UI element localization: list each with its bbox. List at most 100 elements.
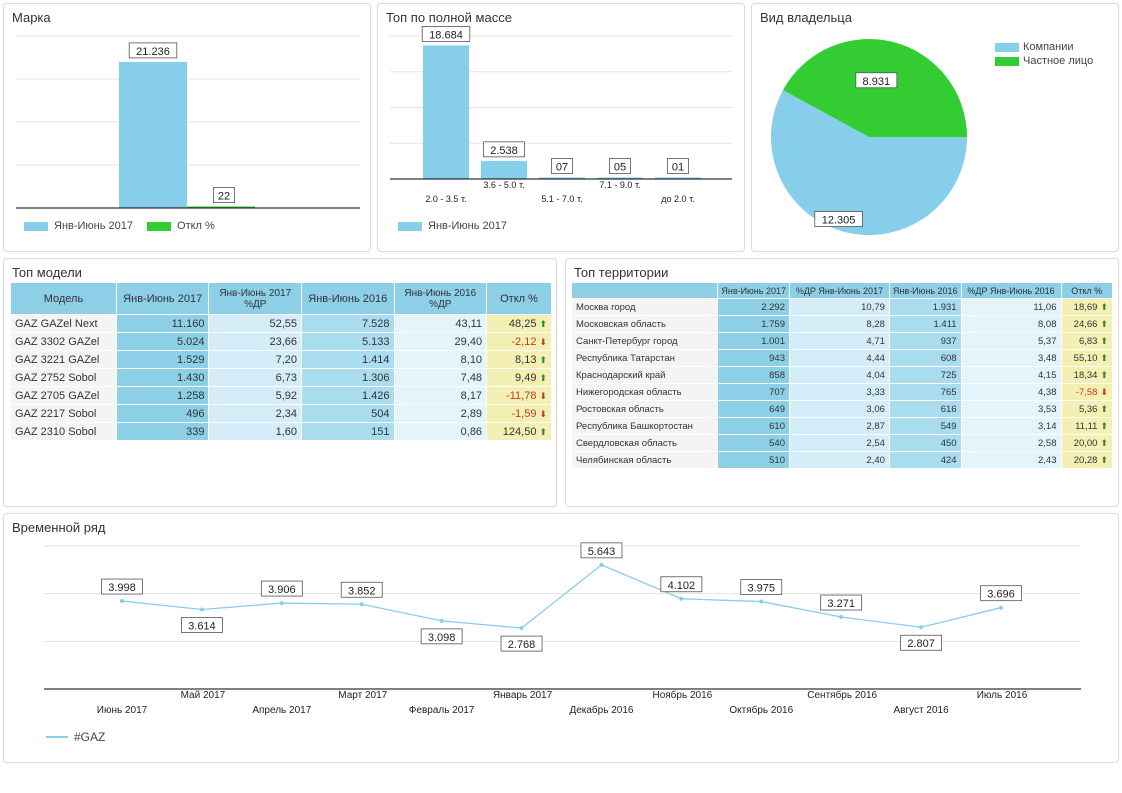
bar[interactable] bbox=[481, 160, 527, 179]
table-row[interactable]: GAZ GAZel Next 11.160 52,55 7.528 43,11 48,25… bbox=[11, 315, 551, 332]
data-label-box[interactable] bbox=[855, 72, 898, 89]
data-label-box[interactable] bbox=[814, 211, 863, 227]
data-label-box[interactable] bbox=[212, 187, 235, 203]
data-point[interactable] bbox=[839, 615, 844, 620]
col-header-2017-share[interactable]: Янв-Июнь 2017 %ДР bbox=[209, 283, 301, 314]
legend-item-deviation[interactable]: Откл % bbox=[147, 220, 215, 232]
table-row[interactable]: Санкт-Петербург город 1.001 4,71 937 5,37 6,8… bbox=[572, 333, 1112, 349]
col-header-2016-share[interactable]: %ДР Янв-Июнь 2016 bbox=[961, 283, 1061, 298]
table-row[interactable]: GAZ 2705 GAZel 1.258 5,92 1.426 8,17 -11,78 ⬇ bbox=[11, 387, 551, 404]
arrow-down-icon: ⬇ bbox=[1100, 386, 1108, 397]
bar[interactable] bbox=[539, 177, 585, 180]
data-label-box[interactable] bbox=[580, 542, 623, 559]
table-row[interactable]: Краснодарский край 858 4,04 725 4,15 18,34 ⬆ bbox=[572, 367, 1112, 383]
data-label-box[interactable] bbox=[660, 576, 703, 593]
table-row[interactable]: Свердловская область 540 2,54 450 2,58 20,00 ⬆ bbox=[572, 435, 1112, 451]
col-header-2017-share[interactable]: %ДР Янв-Июнь 2017 bbox=[790, 283, 889, 298]
col-header-2016[interactable]: Янв-Июнь 2016 bbox=[302, 283, 394, 314]
deviation-value: -7,58 bbox=[1075, 386, 1098, 398]
legend-item-companies[interactable]: Компании bbox=[995, 40, 1093, 54]
data-point[interactable] bbox=[519, 626, 524, 631]
data-point[interactable] bbox=[359, 602, 364, 607]
cell-value-2017: 649 bbox=[718, 401, 789, 417]
cell-share-2017: 52,55 bbox=[209, 315, 301, 332]
table-row[interactable]: Республика Башкортостан 610 2,87 549 3,14 11,… bbox=[572, 418, 1112, 434]
cell-share-2016: 7,48 bbox=[394, 369, 487, 386]
col-header-model[interactable]: Модель bbox=[11, 283, 116, 314]
data-label-box[interactable] bbox=[820, 594, 863, 611]
deviation-value: 24,66 bbox=[1073, 318, 1098, 330]
col-header-2016-share[interactable]: Янв-Июнь 2016 %ДР bbox=[394, 283, 487, 314]
col-header-deviation[interactable]: Откл % bbox=[1061, 283, 1112, 298]
data-label-box[interactable] bbox=[421, 26, 471, 42]
col-header-deviation[interactable]: Откл % bbox=[487, 283, 551, 314]
cell-value-2016: 450 bbox=[889, 435, 961, 451]
bar[interactable] bbox=[655, 177, 701, 180]
table-row[interactable]: Челябинская область 510 2,40 424 2,43 20,28 ⬆ bbox=[572, 452, 1112, 468]
legend-item-gaz[interactable]: #GAZ bbox=[46, 730, 105, 744]
data-point[interactable] bbox=[759, 599, 764, 604]
data-label-box[interactable] bbox=[260, 580, 303, 597]
data-label-box[interactable] bbox=[181, 617, 223, 633]
data-point[interactable] bbox=[599, 562, 604, 567]
pie-slice[interactable] bbox=[771, 90, 967, 236]
data-label-box[interactable] bbox=[666, 158, 689, 174]
data-point[interactable] bbox=[439, 618, 444, 623]
col-header-2017[interactable]: Янв-Июнь 2017 bbox=[718, 283, 789, 298]
cell-value-2016: 549 bbox=[889, 418, 961, 434]
table-row[interactable]: GAZ 3221 GAZel 1.529 7,20 1.414 8,10 8,13 ⬆ bbox=[11, 351, 551, 368]
data-label-box[interactable] bbox=[980, 585, 1022, 602]
col-header-2017[interactable]: Янв-Июнь 2017 bbox=[116, 283, 209, 314]
legend-label: #GAZ bbox=[74, 730, 106, 744]
table-row[interactable]: Ростовская область 649 3,06 616 3,53 5,36 ⬆ bbox=[572, 401, 1112, 417]
cell-share-2016: 2,43 bbox=[961, 452, 1061, 468]
data-point[interactable] bbox=[919, 625, 924, 630]
data-label: 4.102 bbox=[668, 580, 696, 592]
bar[interactable] bbox=[187, 206, 255, 209]
table-row[interactable]: Москва город 2.292 10,79 1.931 11,06 18,69 ⬆ bbox=[572, 299, 1112, 315]
data-label-box[interactable] bbox=[340, 581, 383, 598]
data-point[interactable] bbox=[199, 607, 204, 612]
data-label-box[interactable] bbox=[608, 158, 631, 174]
col-header-2016[interactable]: Янв-Июнь 2016 bbox=[889, 283, 961, 298]
row-label: Свердловская область bbox=[572, 435, 718, 451]
legend-item-private[interactable]: Частное лицо bbox=[995, 54, 1093, 68]
data-label-box[interactable] bbox=[128, 42, 178, 59]
cell-deviation: -7,58 ⬇ bbox=[1061, 384, 1112, 400]
data-label-box[interactable] bbox=[101, 578, 143, 595]
table-row[interactable]: GAZ 2310 Sobol 339 1,60 151 0,86 124,50 ⬆ bbox=[11, 423, 551, 440]
cell-share-2017: 7,20 bbox=[209, 351, 301, 368]
table-row[interactable]: GAZ 3302 GAZel 5.024 23,66 5.133 29,40 -2,12 ⬇ bbox=[11, 333, 551, 350]
data-point[interactable] bbox=[120, 599, 124, 604]
data-point[interactable] bbox=[279, 601, 284, 606]
table-row[interactable]: GAZ 2752 Sobol 1.430 6,73 1.306 7,48 9,49 ⬆ bbox=[11, 369, 551, 386]
bar[interactable] bbox=[119, 61, 187, 209]
col-header-territory[interactable] bbox=[572, 283, 718, 298]
bar[interactable] bbox=[423, 45, 469, 180]
arrow-up-icon: ⬆ bbox=[1100, 335, 1108, 346]
row-label: Республика Татарстан bbox=[572, 350, 718, 366]
cell-value-2016: 424 bbox=[889, 452, 961, 468]
data-label-box[interactable] bbox=[900, 634, 942, 651]
table-row[interactable]: Нижегородская область 707 3,33 765 4,38 -7,58… bbox=[572, 384, 1112, 400]
data-point[interactable] bbox=[679, 596, 684, 601]
top-mass-title: Топ по полной массе bbox=[386, 10, 512, 25]
table-row[interactable]: GAZ 2217 Sobol 496 2,34 504 2,89 -1,59 ⬇ bbox=[11, 405, 551, 422]
legend-item-jan-jun-2017[interactable]: Янв-Июнь 2017 bbox=[24, 220, 133, 232]
legend-item-jan-jun-2017[interactable]: Янв-Июнь 2017 bbox=[398, 220, 507, 232]
data-label-box[interactable] bbox=[500, 635, 543, 652]
table-row[interactable]: Республика Татарстан 943 4,44 608 3,48 55,10 ⬆ bbox=[572, 350, 1112, 366]
cell-value-2016: 765 bbox=[889, 384, 961, 400]
x-tick-label: Январь 2017 bbox=[493, 690, 553, 701]
data-point[interactable] bbox=[999, 605, 1003, 610]
x-tick-label: Апрель 2017 bbox=[252, 705, 311, 716]
data-label-box[interactable] bbox=[550, 158, 573, 174]
data-label-box[interactable] bbox=[740, 579, 783, 595]
bar[interactable] bbox=[597, 177, 643, 180]
timeseries-legend: #GAZ bbox=[46, 730, 119, 744]
data-label-box[interactable] bbox=[483, 141, 525, 158]
data-label-box[interactable] bbox=[420, 628, 463, 645]
cell-share-2016: 3,14 bbox=[961, 418, 1061, 434]
cell-deviation: -1,59 ⬇ bbox=[487, 405, 551, 422]
table-row[interactable]: Московская область 1.759 8,28 1.411 8,08 24,6… bbox=[572, 316, 1112, 332]
